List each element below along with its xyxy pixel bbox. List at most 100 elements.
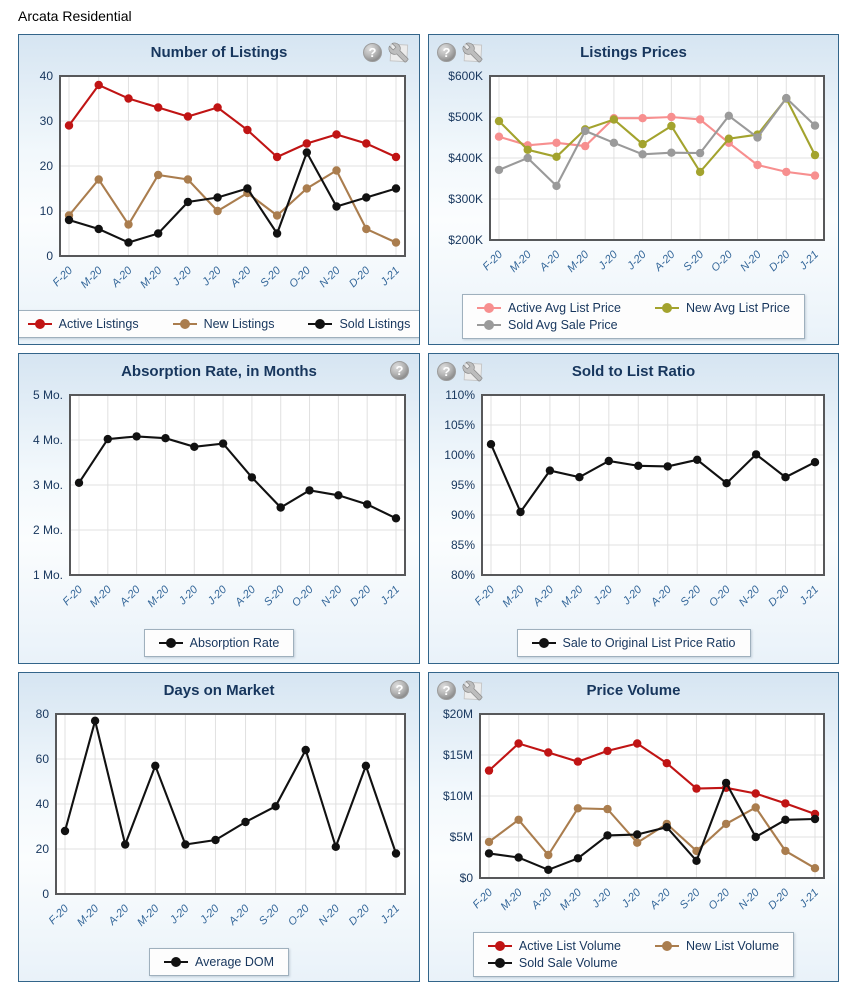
chart-canvas-sold-to-list-ratio: 80%85%90%95%100%105%110%F-20 M-20 A-20 M-20… <box>444 388 825 610</box>
x-tick-label: O-20 <box>709 248 735 274</box>
x-tick-label: M-20 <box>75 902 102 929</box>
x-tick-label: A-20 <box>648 583 674 609</box>
x-tick-label: O-20 <box>706 886 732 912</box>
x-tick-label: N-20 <box>737 583 763 609</box>
tools-icon[interactable] <box>462 42 483 63</box>
x-tick-label: N-20 <box>737 886 763 912</box>
x-tick-label: A-20 <box>652 248 678 274</box>
y-tick-label: 10 <box>40 204 54 218</box>
chart-area: $0 $5M $10M $15M $20M F-20 M-20 A-20 M-20 J-20 J-2… <box>429 707 838 929</box>
legend-item-new-listings: New Listings <box>172 317 275 331</box>
legend-label: Sold Listings <box>339 317 411 331</box>
panel-icon-group: ? <box>437 680 483 701</box>
x-tick-label: M-20 <box>558 886 585 913</box>
x-tick-label: N-20 <box>317 264 343 290</box>
x-tick-label: N-20 <box>319 583 345 609</box>
help-icon[interactable]: ? <box>437 43 456 62</box>
x-tick-label: M-20 <box>79 264 106 291</box>
panel-icon-group: ? <box>437 42 483 63</box>
y-tick-label: $400K <box>448 151 483 165</box>
x-tick-label: S-20 <box>257 902 283 928</box>
y-tick-label: $600K <box>448 69 483 83</box>
help-icon[interactable]: ? <box>390 361 409 380</box>
legend-marker-icon <box>487 958 512 968</box>
legend-item-new-avg-list-price: New Avg List Price <box>655 301 790 315</box>
tools-icon[interactable] <box>462 680 483 701</box>
chart-title: Days on Market <box>163 682 275 699</box>
x-tick-label: D-20 <box>347 264 373 290</box>
x-tick-label: M-20 <box>559 583 586 610</box>
x-tick-label: F-20 <box>51 264 76 289</box>
x-tick-label: M-20 <box>135 902 162 929</box>
y-tick-label: 40 <box>36 797 50 811</box>
y-tick-label: $500K <box>448 110 483 124</box>
panel-header: ? Sold to List Ratio <box>429 354 838 388</box>
panel-absorption-rate: ? Absorption Rate, in Months 1 Mo. 2 Mo. 3 M… <box>18 353 420 664</box>
x-tick-label: A-20 <box>106 902 132 928</box>
legend-marker-icon <box>172 319 197 329</box>
legend-marker-icon <box>164 957 189 967</box>
legend-item-sold-sale-volume: Sold Sale Volume <box>487 956 621 970</box>
x-tick-label: J-20 <box>197 902 222 927</box>
x-tick-label: J-20 <box>205 583 230 608</box>
legend-box: Sale to Original List Price Ratio <box>516 629 751 657</box>
x-tick-label: J-20 <box>620 583 645 608</box>
x-tick-label: J-21 <box>378 903 402 927</box>
x-tick-label: M-20 <box>88 583 115 610</box>
help-icon[interactable]: ? <box>437 681 456 700</box>
legend-item-sold-avg-sale-price: Sold Avg Sale Price <box>477 318 621 332</box>
panel-price-volume: ? Price Volume $0 $5M $10M $15M $20M F-20 M-20 A-… <box>428 672 839 982</box>
legend-label: New Avg List Price <box>686 301 790 315</box>
x-tick-label: J-21 <box>378 584 402 608</box>
y-tick-label: $0 <box>460 871 474 885</box>
x-tick-label: D-20 <box>766 886 792 912</box>
panel-header: ? Listings Prices <box>429 35 838 69</box>
legend-label: Average DOM <box>195 955 274 969</box>
x-tick-label: F-20 <box>473 583 498 608</box>
x-tick-label: J-20 <box>167 902 192 927</box>
y-tick-label: 80% <box>451 568 475 582</box>
x-tick-label: A-20 <box>117 583 143 609</box>
legend-item-active-listings: Active Listings <box>27 317 139 331</box>
chart-area: 1 Mo. 2 Mo. 3 Mo. 4 Mo. 5 Mo. F-20 M-20 A-20 M-2… <box>19 388 419 626</box>
legend-marker-icon <box>27 319 52 329</box>
x-tick-label: M-20 <box>508 248 535 275</box>
x-tick-label: A-20 <box>232 583 258 609</box>
y-tick-label: 85% <box>451 538 475 552</box>
x-tick-label: A-20 <box>109 264 135 290</box>
y-tick-label: 1 Mo. <box>33 568 63 582</box>
legend-label: New Listings <box>203 317 275 331</box>
y-tick-label: $20M <box>443 707 473 721</box>
x-tick-label: J-20 <box>619 886 644 911</box>
legend-item-active-list-volume: Active List Volume <box>487 939 621 953</box>
x-tick-label: O-20 <box>286 902 312 928</box>
legend-row: Sale to Original List Price Ratio <box>429 626 838 657</box>
help-icon[interactable]: ? <box>390 680 409 699</box>
y-tick-label: 60 <box>36 752 50 766</box>
legend-label: Sale to Original List Price Ratio <box>562 636 736 650</box>
x-tick-label: S-20 <box>262 583 288 609</box>
legend-row: Absorption Rate <box>19 626 419 657</box>
help-icon[interactable]: ? <box>437 362 456 381</box>
panel-header: ? Price Volume <box>429 673 838 707</box>
x-tick-label: A-20 <box>537 248 563 274</box>
tools-icon[interactable] <box>388 42 409 63</box>
legend-marker-icon <box>487 941 512 951</box>
y-tick-label: 4 Mo. <box>33 433 63 447</box>
panel-icon-group: ? <box>437 361 483 382</box>
legend-marker-icon <box>477 303 501 313</box>
tools-icon[interactable] <box>462 361 483 382</box>
legend-row: Active Avg List Price New Avg List Price S… <box>429 291 838 339</box>
x-tick-label: F-20 <box>47 902 72 927</box>
page-title: Arcata Residential <box>18 8 132 24</box>
x-tick-label: D-20 <box>348 583 374 609</box>
x-tick-label: D-20 <box>767 248 793 274</box>
x-tick-label: O-20 <box>707 583 733 609</box>
y-tick-label: $200K <box>448 233 483 247</box>
x-tick-label: M-20 <box>565 248 592 275</box>
x-tick-label: F-20 <box>481 248 506 273</box>
y-tick-label: 0 <box>42 887 49 901</box>
x-tick-label: J-21 <box>797 249 821 273</box>
help-icon[interactable]: ? <box>363 43 382 62</box>
